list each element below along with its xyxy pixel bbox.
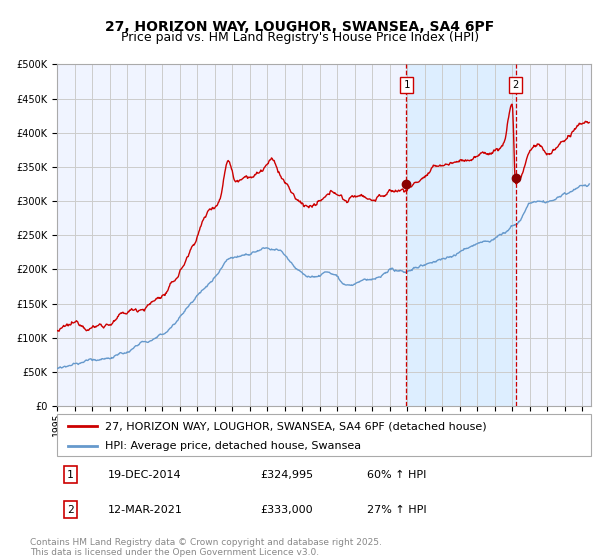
Text: 19-DEC-2014: 19-DEC-2014 bbox=[108, 470, 181, 479]
Text: 1: 1 bbox=[67, 470, 74, 479]
Text: £333,000: £333,000 bbox=[260, 505, 313, 515]
Text: 27, HORIZON WAY, LOUGHOR, SWANSEA, SA4 6PF: 27, HORIZON WAY, LOUGHOR, SWANSEA, SA4 6… bbox=[106, 20, 494, 34]
Text: £324,995: £324,995 bbox=[260, 470, 313, 479]
Text: Contains HM Land Registry data © Crown copyright and database right 2025.
This d: Contains HM Land Registry data © Crown c… bbox=[30, 538, 382, 557]
Text: 1: 1 bbox=[403, 80, 410, 90]
Text: 2: 2 bbox=[67, 505, 74, 515]
Text: 27% ↑ HPI: 27% ↑ HPI bbox=[367, 505, 427, 515]
Text: 12-MAR-2021: 12-MAR-2021 bbox=[108, 505, 182, 515]
Text: 60% ↑ HPI: 60% ↑ HPI bbox=[367, 470, 426, 479]
Text: HPI: Average price, detached house, Swansea: HPI: Average price, detached house, Swan… bbox=[105, 441, 361, 451]
Text: 27, HORIZON WAY, LOUGHOR, SWANSEA, SA4 6PF (detached house): 27, HORIZON WAY, LOUGHOR, SWANSEA, SA4 6… bbox=[105, 421, 487, 431]
Text: 2: 2 bbox=[512, 80, 518, 90]
Text: Price paid vs. HM Land Registry's House Price Index (HPI): Price paid vs. HM Land Registry's House … bbox=[121, 31, 479, 44]
Bar bbox=[406, 64, 515, 406]
